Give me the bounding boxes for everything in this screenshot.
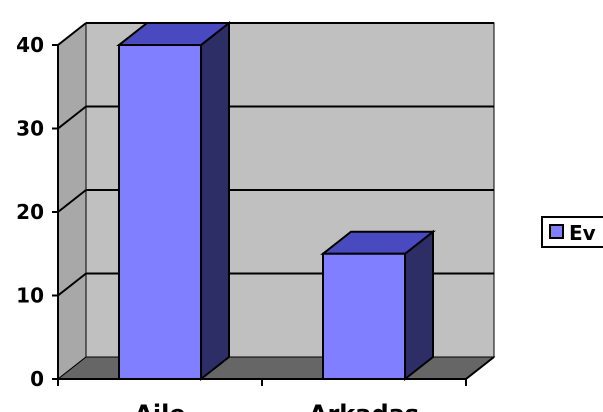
y-tick-label: 40 xyxy=(16,33,44,57)
y-tick-label: 20 xyxy=(16,200,44,224)
gridline xyxy=(57,189,87,213)
bar-aile xyxy=(118,44,202,380)
x-category-label: Arkadaş xyxy=(309,400,419,412)
gridline xyxy=(57,272,87,297)
legend: Ev xyxy=(541,216,603,248)
y-tick-labels: 0 10 20 30 40 xyxy=(16,33,44,391)
x-category-label: Aile xyxy=(134,400,185,412)
legend-label-ev: Ev xyxy=(569,221,596,245)
y-tick-label: 0 xyxy=(30,367,44,391)
bars xyxy=(116,20,436,382)
gridline xyxy=(57,105,87,130)
bar-side xyxy=(404,229,434,382)
bar-side xyxy=(200,20,230,382)
gridline xyxy=(57,22,87,46)
legend-swatch xyxy=(549,224,564,239)
y-tick-label: 10 xyxy=(16,284,44,308)
y-tick-label: 30 xyxy=(16,117,44,141)
x-category-labels: Aile Arkadaş xyxy=(134,400,419,412)
bar-arkadaş xyxy=(322,252,406,380)
x-axis-depth xyxy=(465,356,495,380)
